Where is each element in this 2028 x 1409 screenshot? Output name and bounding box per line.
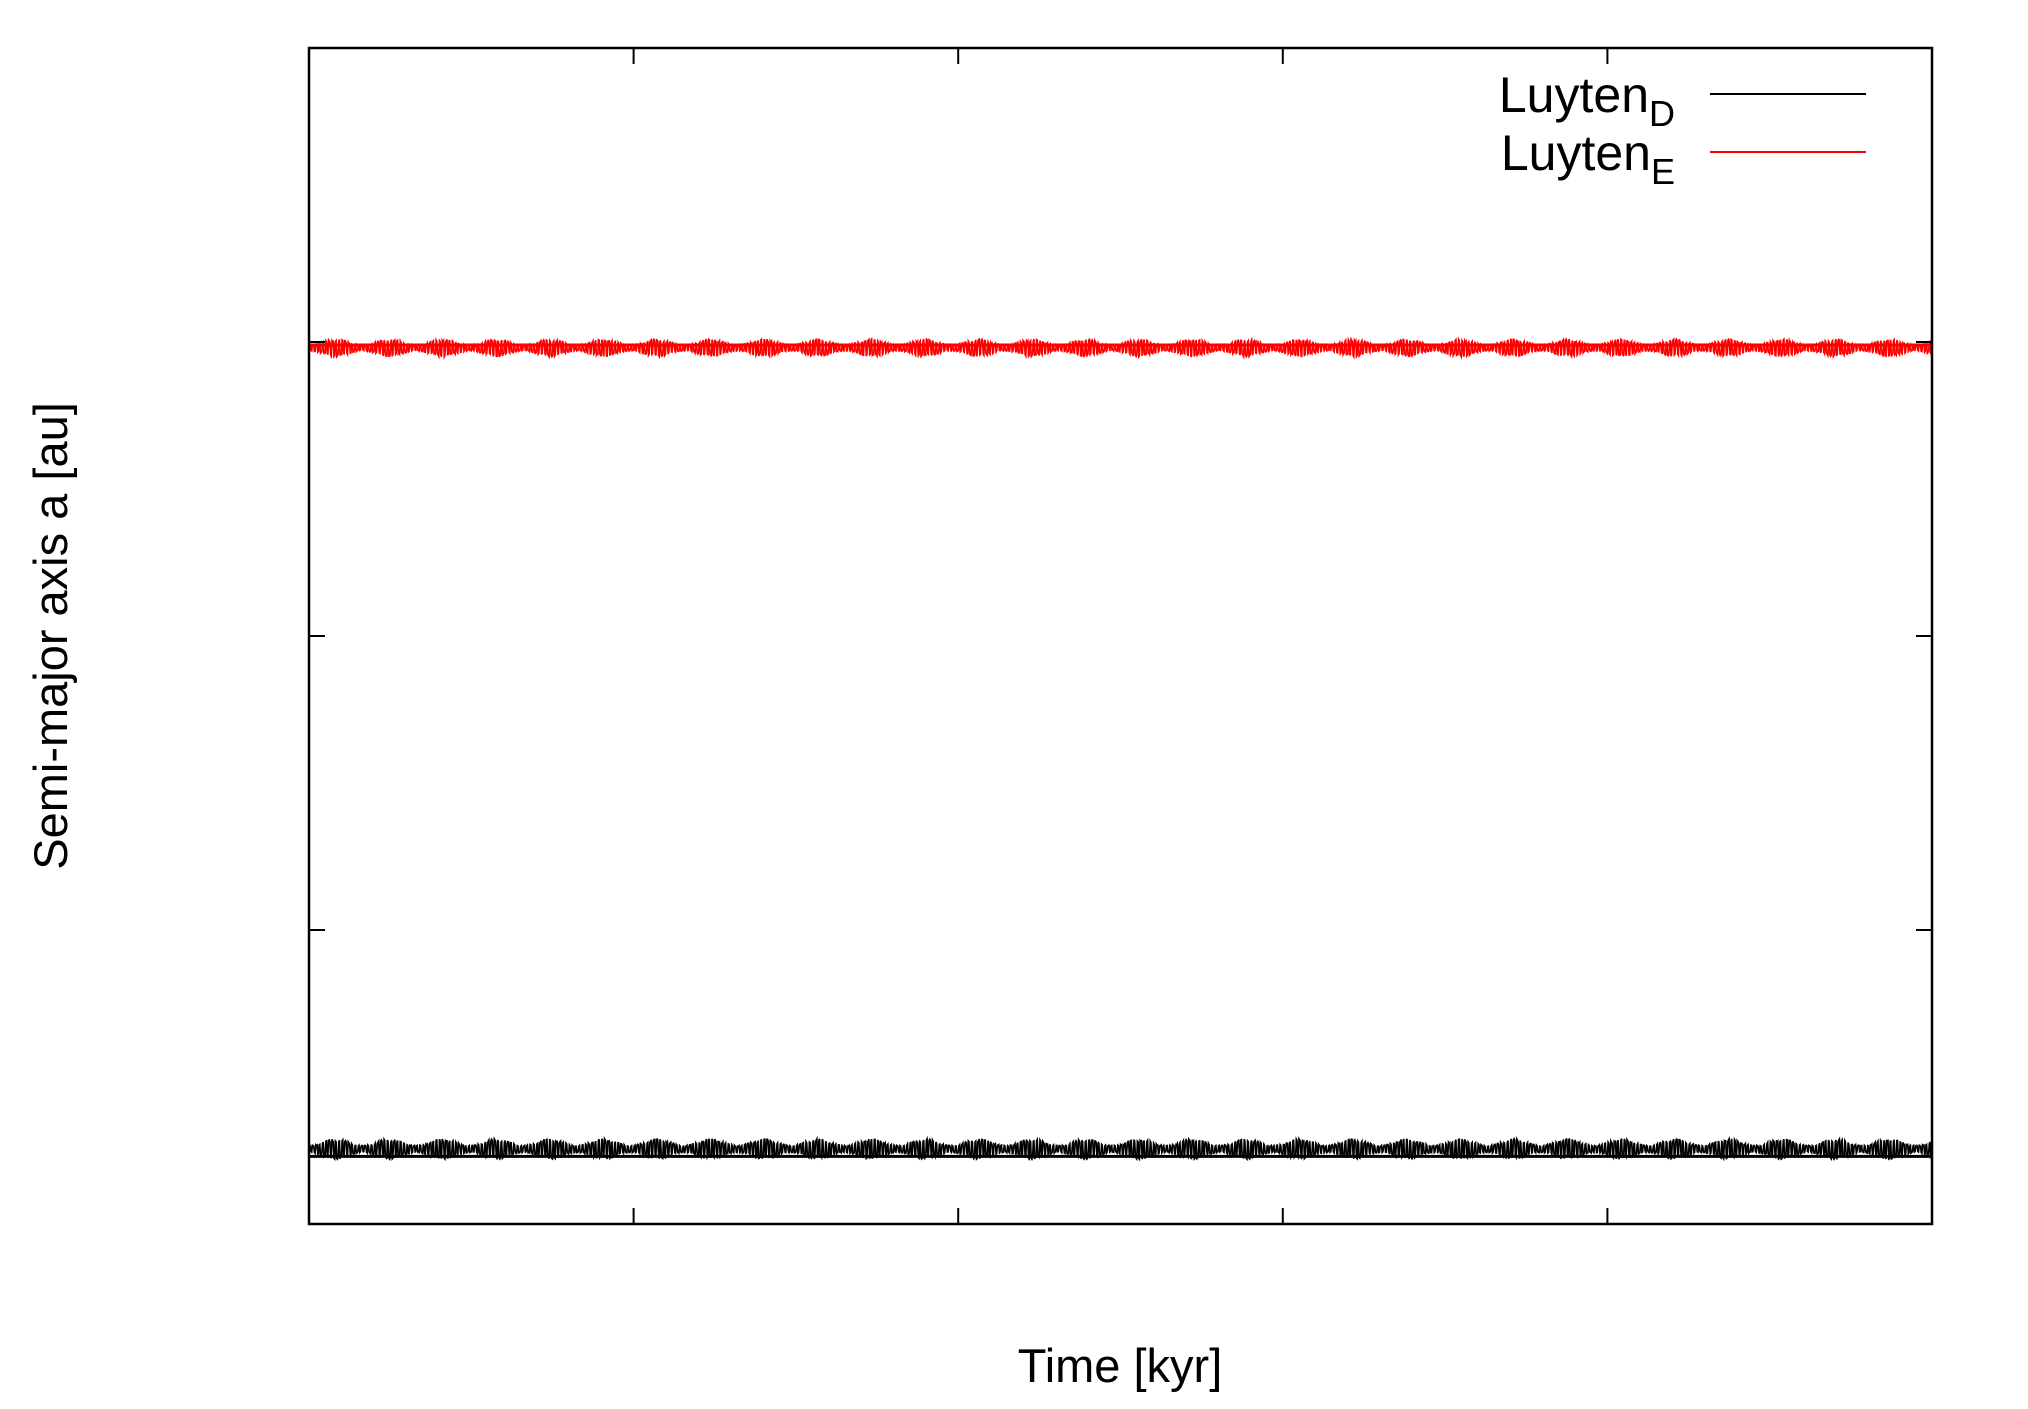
legend-label-e: LuytenE: [1501, 125, 1675, 192]
x-axis-label: Time [kyr]: [1018, 1339, 1223, 1392]
y-axis-label: Semi-major axis a [au]: [24, 402, 77, 870]
legend-label-base: Luyten: [1499, 67, 1649, 123]
plot-frame: [307, 46, 1934, 1226]
series-line-e: [308, 336, 1933, 360]
legend-label-subscript: D: [1649, 93, 1675, 134]
ticks-layer: [308, 47, 1933, 1225]
legend-label-base: Luyten: [1501, 125, 1651, 181]
legend-label-d: LuytenD: [1499, 67, 1675, 134]
series-layer: [308, 336, 1933, 1162]
legend-label-subscript: E: [1651, 151, 1675, 192]
series-line-d: [308, 1135, 1933, 1162]
